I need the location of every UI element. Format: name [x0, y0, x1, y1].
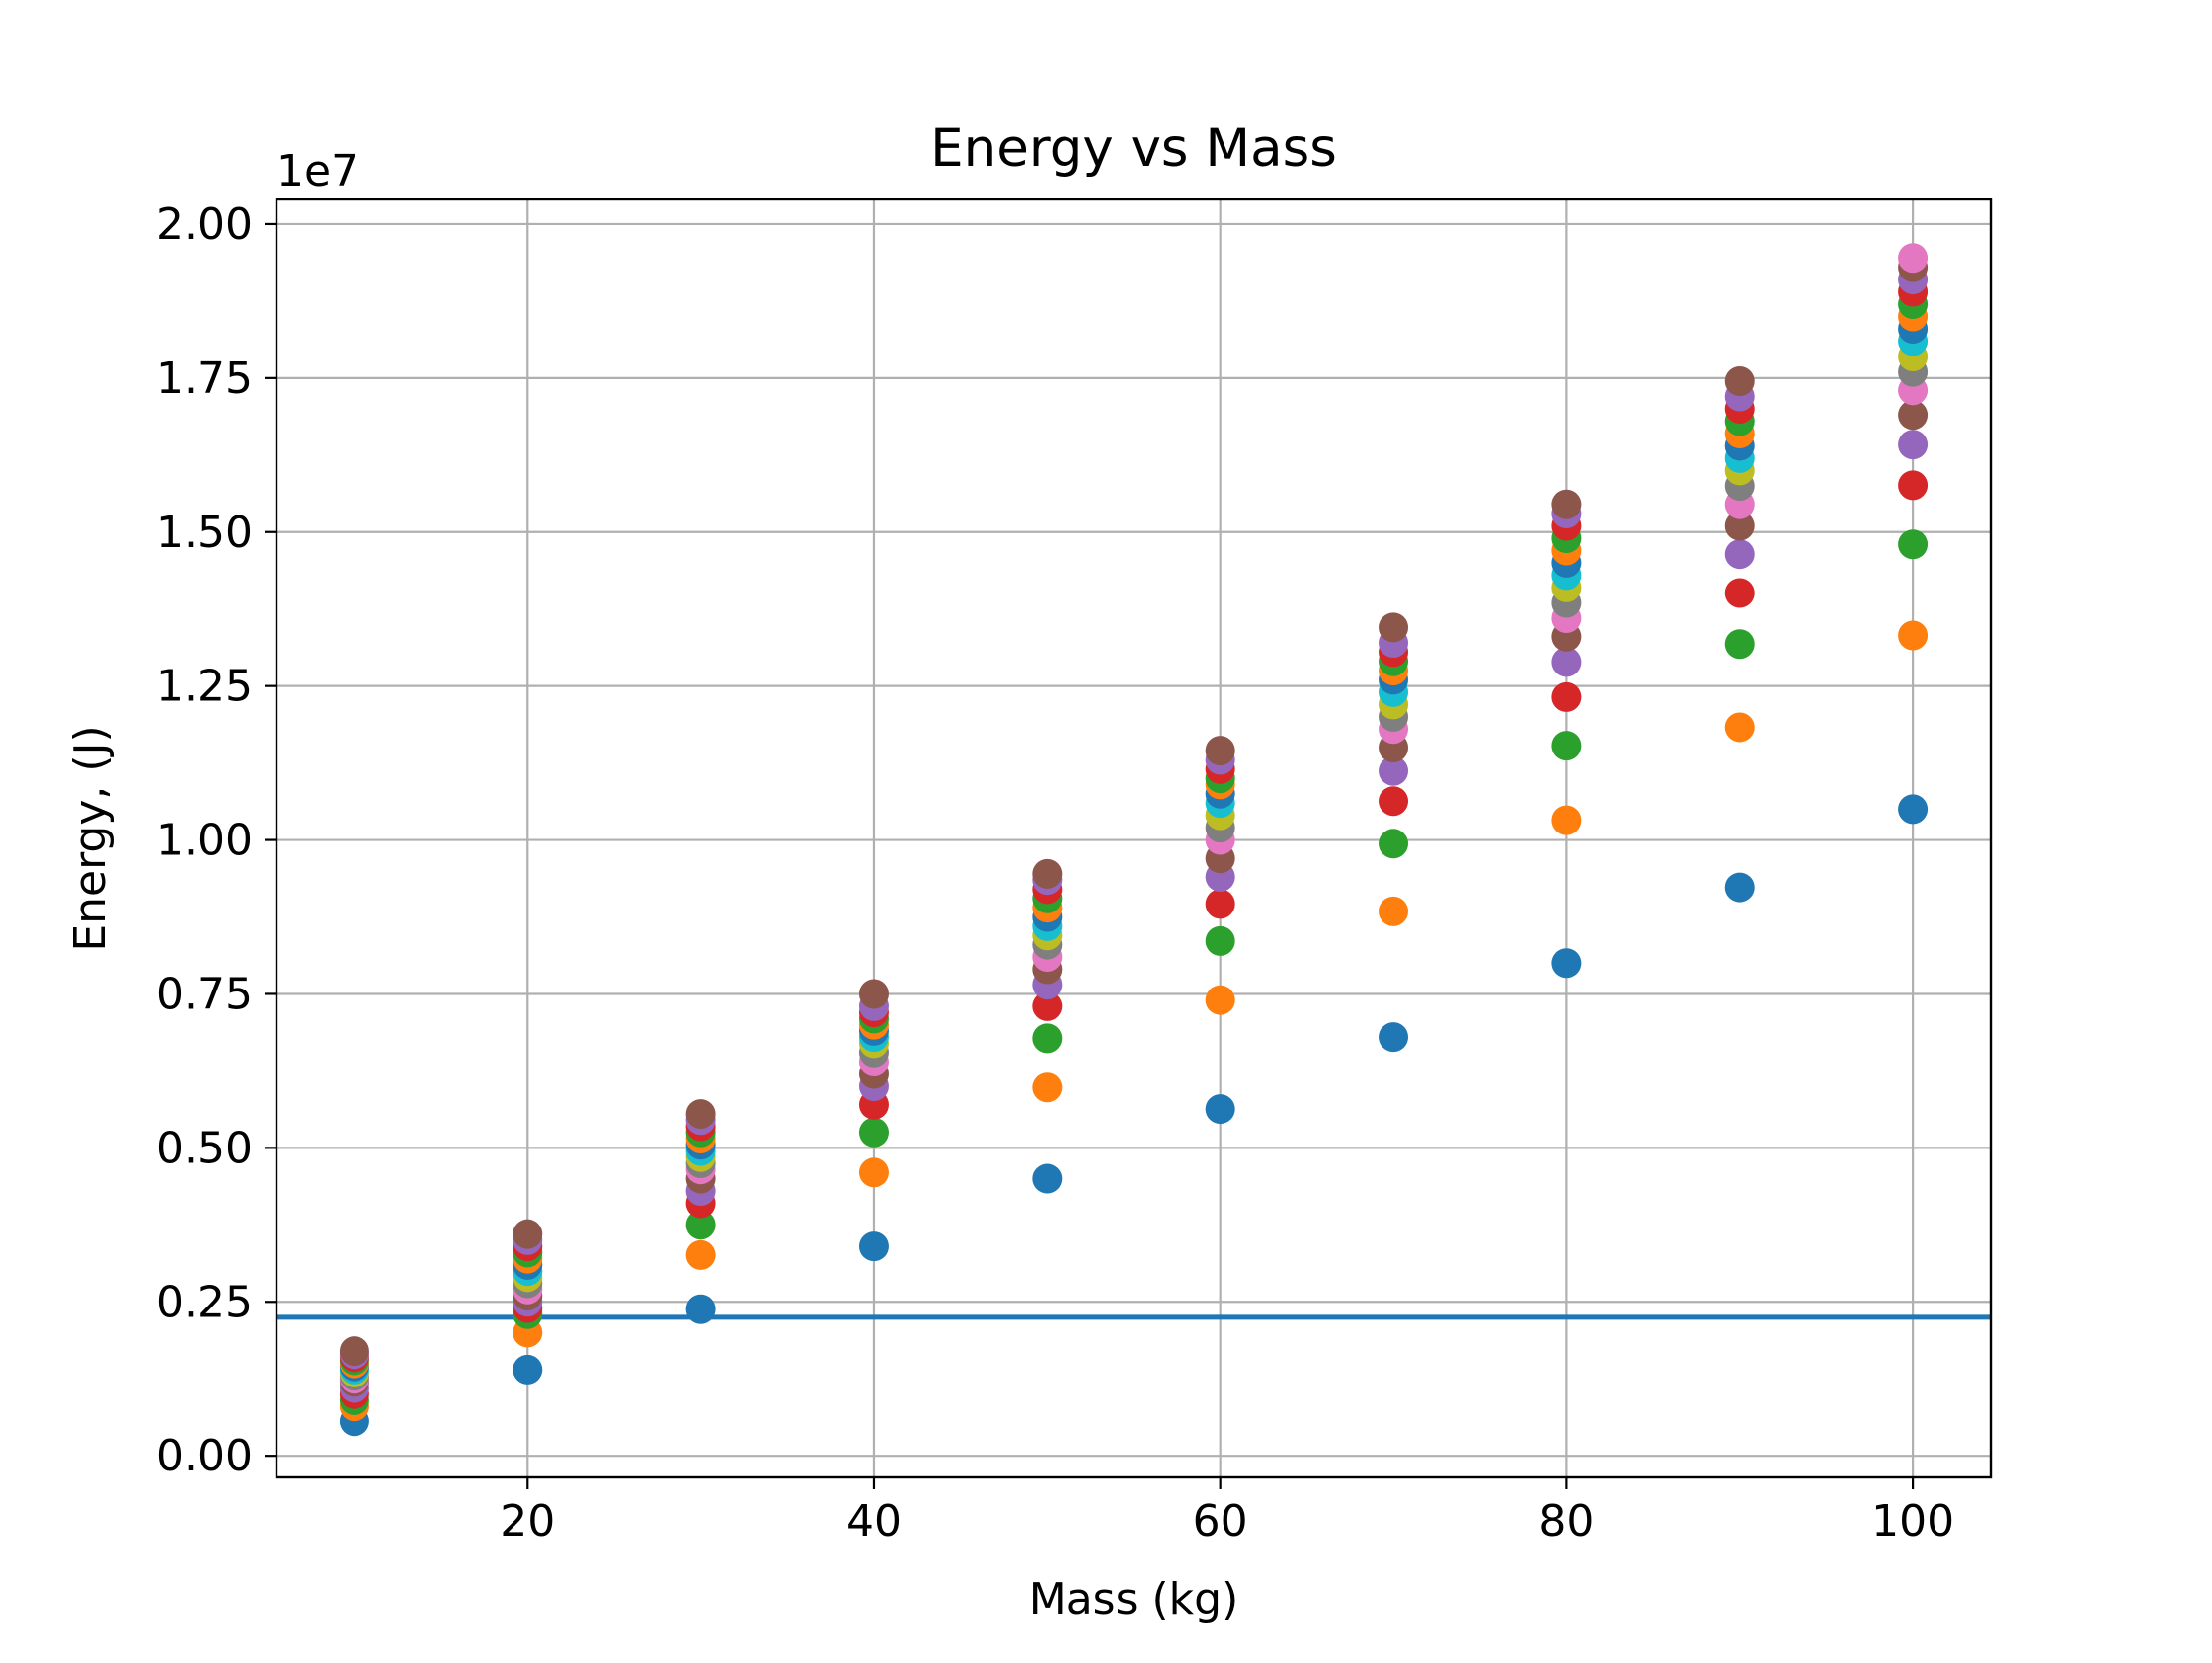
data-point	[1379, 829, 1409, 859]
x-tick-label: 60	[1193, 1496, 1248, 1546]
data-point	[1205, 736, 1235, 766]
data-point	[1551, 731, 1582, 761]
data-point	[858, 1231, 889, 1262]
data-point	[1898, 529, 1929, 560]
data-points	[339, 243, 1929, 1437]
data-point	[685, 1099, 716, 1130]
data-point	[339, 1336, 369, 1367]
data-point	[1551, 489, 1582, 519]
data-point	[1379, 896, 1409, 926]
data-point	[1898, 470, 1929, 501]
x-tick-label: 40	[846, 1496, 902, 1546]
data-point	[1379, 1022, 1409, 1053]
y-tick-label: 0.00	[156, 1431, 253, 1481]
data-point	[1724, 365, 1755, 396]
data-point	[1898, 430, 1929, 460]
data-point	[1898, 620, 1929, 651]
y-axis-label: Energy, (J)	[65, 725, 116, 951]
data-point	[685, 1294, 716, 1324]
y-tick-label: 1.00	[156, 816, 253, 866]
x-axis-ticks: 20 40 60 80 100	[500, 1477, 1954, 1546]
data-point	[1898, 243, 1929, 274]
y-tick-label: 0.50	[156, 1123, 253, 1173]
data-point	[858, 1157, 889, 1188]
x-tick-label: 100	[1871, 1496, 1954, 1546]
data-point	[1205, 925, 1235, 956]
data-point	[1205, 889, 1235, 919]
y-tick-label: 1.25	[156, 662, 253, 712]
y-tick-label: 1.50	[156, 508, 253, 558]
data-point	[1724, 712, 1755, 743]
y-tick-label: 2.00	[156, 199, 253, 250]
data-point	[1724, 629, 1755, 660]
y-tick-label: 0.75	[156, 969, 253, 1019]
grid-lines	[276, 199, 1991, 1477]
data-point	[685, 1210, 716, 1240]
data-point	[1898, 400, 1929, 431]
data-point	[1724, 539, 1755, 570]
y-tick-label: 1.75	[156, 354, 253, 404]
plot-frame	[275, 198, 1993, 1479]
x-axis-label: Mass (kg)	[1029, 1574, 1239, 1624]
data-point	[1032, 990, 1063, 1021]
data-point	[1898, 794, 1929, 825]
data-point	[1551, 681, 1582, 712]
data-point	[1032, 1072, 1063, 1103]
data-point	[1379, 612, 1409, 643]
x-tick-label: 80	[1539, 1496, 1594, 1546]
y-axis-ticks: 0.00 0.25 0.50 0.75 1.00 1.25 1.50 1.75 2.00	[156, 199, 276, 1481]
data-point	[685, 1239, 716, 1270]
data-point	[1724, 511, 1755, 541]
data-point	[513, 1219, 543, 1249]
data-point	[1032, 858, 1063, 889]
y-axis-offset-label: 1e7	[276, 146, 358, 197]
chart-title: Energy vs Mass	[930, 119, 1337, 179]
data-point	[1551, 805, 1582, 835]
data-point	[858, 1117, 889, 1148]
data-point	[1032, 1163, 1063, 1194]
data-point	[1724, 578, 1755, 608]
x-tick-label: 20	[500, 1496, 555, 1546]
y-tick-label: 0.25	[156, 1277, 253, 1327]
data-point	[1379, 755, 1409, 786]
data-point	[1032, 1023, 1063, 1054]
data-point	[1551, 948, 1582, 979]
data-point	[1724, 872, 1755, 903]
data-point	[1551, 647, 1582, 677]
data-point	[1205, 1094, 1235, 1125]
data-point	[1205, 985, 1235, 1015]
data-point	[1379, 786, 1409, 817]
data-point	[513, 1354, 543, 1385]
data-point	[858, 979, 889, 1009]
